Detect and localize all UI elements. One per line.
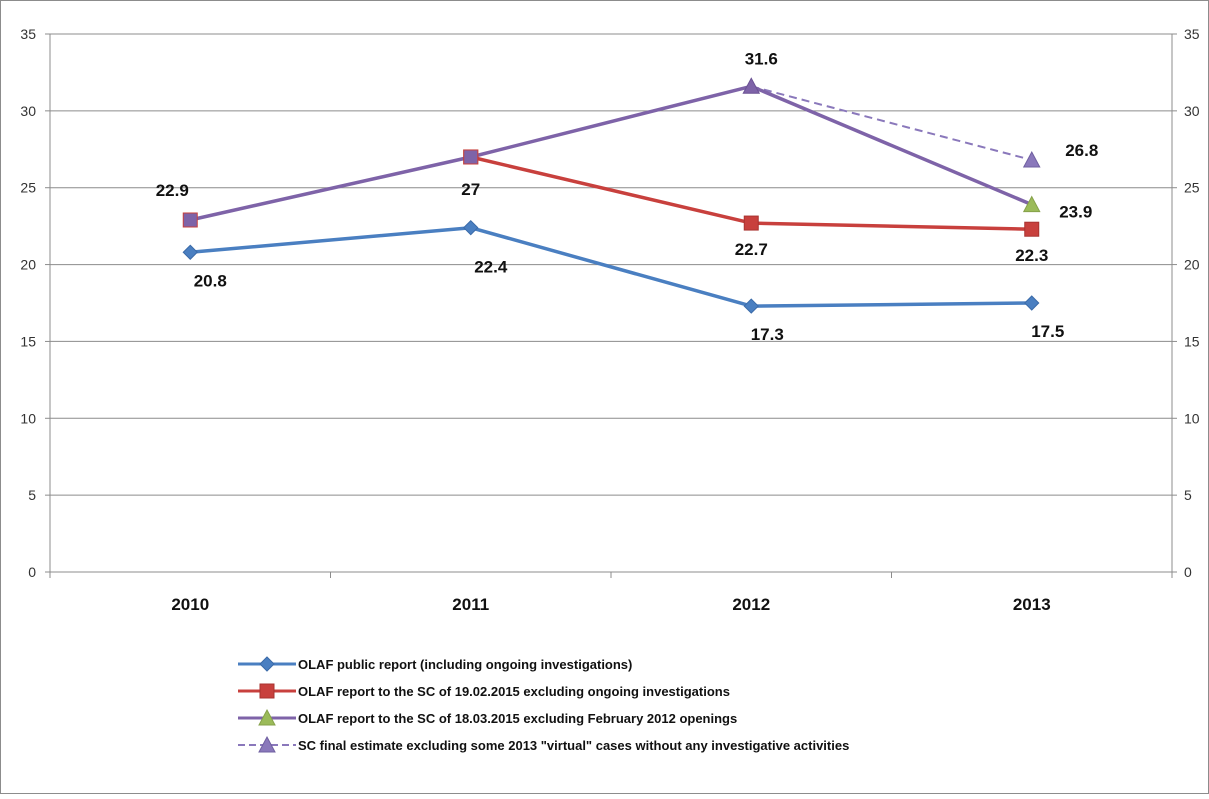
x-tick-label: 2010 — [171, 595, 209, 614]
data-label: 26.8 — [1065, 141, 1098, 160]
marker-square — [182, 212, 198, 228]
legend-label: OLAF public report (including ongoing in… — [298, 657, 632, 672]
y2-tick-label: 25 — [1184, 180, 1200, 196]
marker-triangle — [258, 708, 276, 726]
marker-triangle — [1022, 150, 1041, 168]
marker-triangle — [258, 735, 276, 753]
y2-tick-label: 20 — [1184, 257, 1200, 273]
marker-triangle — [1022, 195, 1041, 213]
y-tick-label: 10 — [20, 410, 36, 426]
y2-tick-label: 5 — [1184, 487, 1192, 503]
data-label: 22.4 — [474, 258, 508, 277]
series-markers — [182, 77, 1041, 314]
legend: OLAF public report (including ongoing in… — [238, 656, 849, 753]
axes: 0 0 5 5 10 10 15 15 20 20 25 25 30 30 35 35 2010 2011 2012… — [20, 26, 1199, 614]
marker-square — [259, 683, 275, 699]
y2-tick-label: 10 — [1184, 410, 1200, 426]
legend-label: SC final estimate excluding some 2013 "v… — [298, 738, 849, 753]
marker-square — [743, 215, 759, 231]
series-line — [190, 225, 1032, 308]
data-label: 31.6 — [745, 49, 778, 68]
y-tick-label: 15 — [20, 333, 36, 349]
data-label: 17.5 — [1031, 322, 1064, 341]
marker-diamond — [743, 298, 759, 314]
data-label: 23.9 — [1059, 203, 1092, 222]
data-labels: 20.8 22.4 17.3 17.5 22.7 22.3 22.9 27 31.6 23.9 26… — [156, 49, 1099, 344]
marker-square — [1024, 221, 1040, 237]
x-tick-label: 2012 — [732, 595, 770, 614]
gridlines — [50, 33, 1172, 573]
y2-tick-label: 30 — [1184, 103, 1200, 119]
y-tick-label: 25 — [20, 180, 36, 196]
marker-square — [463, 149, 479, 165]
series-line — [751, 85, 1033, 161]
legend-label: OLAF report to the SC of 18.03.2015 excl… — [298, 711, 737, 726]
data-label: 17.3 — [751, 325, 784, 344]
legend-label: OLAF report to the SC of 19.02.2015 excl… — [298, 684, 730, 699]
data-label: 22.9 — [156, 181, 189, 200]
y2-tick-label: 15 — [1184, 333, 1200, 349]
data-label: 20.8 — [194, 271, 227, 290]
marker-triangle — [742, 77, 761, 94]
series-line — [189, 84, 1033, 222]
data-label: 22.3 — [1015, 246, 1048, 265]
y-tick-label: 0 — [28, 564, 36, 580]
y-tick-label: 30 — [20, 103, 36, 119]
x-tick-label: 2011 — [452, 595, 489, 614]
y2-tick-label: 35 — [1184, 26, 1200, 42]
y2-tick-label: 0 — [1184, 564, 1192, 580]
y-tick-label: 5 — [28, 487, 36, 503]
marker-diamond — [463, 219, 479, 236]
x-tick-label: 2013 — [1013, 595, 1051, 614]
y-tick-label: 35 — [20, 26, 36, 42]
data-label: 27 — [461, 180, 480, 199]
series-lines — [189, 84, 1033, 308]
marker-diamond — [182, 244, 198, 260]
data-label: 22.7 — [735, 240, 768, 259]
marker-diamond — [259, 656, 275, 672]
marker-diamond — [1024, 295, 1040, 311]
y-tick-label: 20 — [20, 257, 36, 273]
